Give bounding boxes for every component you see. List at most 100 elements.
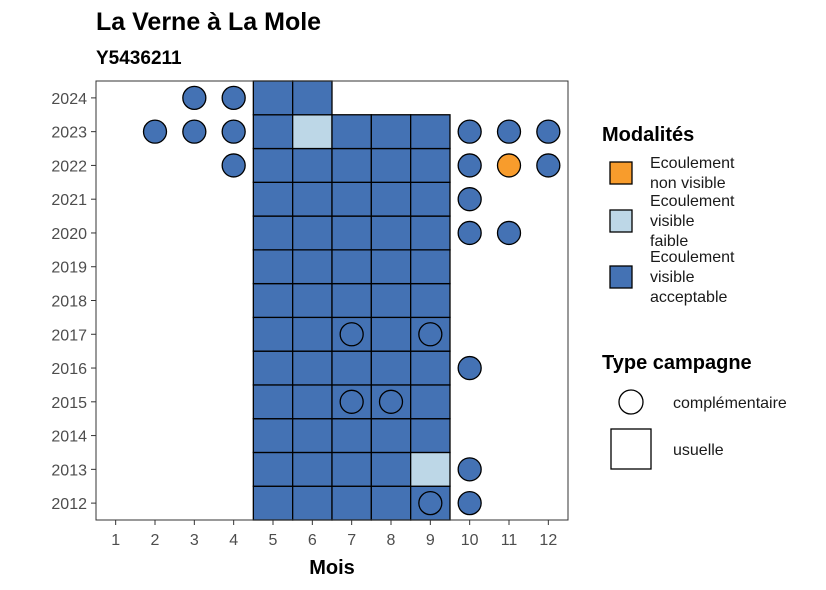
legend-swatch-acceptable: [609, 265, 633, 289]
usuelle-squares: [252, 80, 451, 521]
usuelle-square: [370, 451, 412, 487]
y-tick-label: 2016: [51, 361, 87, 378]
legend-label-acceptable: acceptable: [650, 289, 727, 306]
usuelle-square: [292, 215, 333, 251]
x-tick-label: 3: [190, 532, 199, 549]
y-tick-label: 2019: [51, 260, 87, 277]
complementaire-circle: [457, 490, 482, 516]
legend-label-acceptable: Ecoulement: [650, 249, 735, 266]
complementaire-circle: [378, 389, 404, 414]
usuelle-square: [252, 249, 294, 285]
y-tick-label: 2023: [51, 125, 87, 142]
usuelle-square: [252, 350, 294, 386]
legend-type-campagne: Type campagne complémentaire usuelle: [602, 352, 787, 470]
complementaire-circle: [182, 119, 207, 144]
y-tick-label: 2015: [51, 395, 87, 412]
usuelle-square: [252, 147, 294, 183]
usuelle-square: [410, 282, 451, 319]
x-tick-label: 9: [426, 532, 435, 549]
complementaire-circles: [142, 85, 561, 516]
legend-label-faible: visible: [650, 213, 695, 230]
complementaire-circle: [142, 119, 168, 144]
legend-label-non_visible: non visible: [650, 175, 726, 192]
usuelle-square: [331, 282, 372, 319]
usuelle-square: [252, 215, 294, 251]
complementaire-circle: [457, 220, 482, 246]
usuelle-square: [252, 282, 294, 319]
usuelle-square: [370, 249, 412, 285]
usuelle-square: [252, 80, 294, 116]
chart-subtitle: Y5436211: [96, 48, 182, 69]
legend-label-acceptable: visible: [650, 269, 695, 286]
usuelle-square: [331, 147, 372, 183]
usuelle-square: [370, 316, 412, 352]
usuelle-square: [252, 384, 294, 420]
usuelle-square: [292, 147, 333, 183]
legend-modalites-title: Modalités: [602, 124, 694, 146]
usuelle-square: [370, 282, 412, 319]
x-tick-label: 8: [387, 532, 396, 549]
complementaire-circle: [457, 119, 482, 144]
complementaire-circle: [536, 153, 561, 178]
usuelle-square: [292, 181, 333, 217]
complementaire-circle: [496, 220, 522, 246]
y-tick-label: 2012: [51, 496, 87, 513]
y-tick-label: 2020: [51, 226, 87, 243]
usuelle-square: [410, 215, 451, 251]
usuelle-square: [410, 114, 451, 150]
usuelle-square: [252, 316, 294, 352]
y-tick-label: 2024: [51, 91, 87, 108]
complementaire-circle: [496, 153, 522, 178]
complementaire-circle: [418, 490, 443, 516]
complementaire-circle: [418, 322, 443, 347]
legend-label-usuelle: usuelle: [673, 442, 724, 459]
complementaire-circle: [221, 153, 246, 178]
x-tick-label: 4: [229, 532, 238, 549]
usuelle-square: [370, 114, 412, 150]
usuelle-square: [331, 249, 372, 285]
complementaire-circle: [221, 85, 246, 111]
complementaire-circle: [496, 119, 522, 144]
complementaire-circle: [457, 153, 482, 178]
legend-label-complementaire: complémentaire: [673, 395, 787, 412]
usuelle-square: [292, 316, 333, 352]
complementaire-circle: [339, 389, 364, 414]
usuelle-square: [252, 451, 294, 487]
usuelle-square: [410, 418, 451, 454]
usuelle-square: [331, 485, 372, 521]
y-tick-label: 2021: [51, 192, 87, 209]
usuelle-square: [370, 215, 412, 251]
usuelle-square: [252, 418, 294, 454]
complementaire-circle: [182, 85, 207, 111]
legend-type-campagne-title: Type campagne: [602, 352, 752, 374]
y-tick-label: 2018: [51, 294, 87, 311]
usuelle-square: [331, 181, 372, 217]
x-tick-label: 2: [151, 532, 160, 549]
usuelle-square: [331, 350, 372, 386]
usuelle-square: [292, 249, 333, 285]
usuelle-square: [331, 215, 372, 251]
x-axis-title: Mois: [309, 557, 355, 579]
plot-area: [95, 80, 569, 521]
usuelle-square: [292, 451, 333, 487]
x-tick-label: 7: [347, 532, 356, 549]
x-tick-label: 1: [111, 532, 120, 549]
legend-swatch-non_visible: [609, 161, 633, 185]
usuelle-square: [252, 181, 294, 217]
usuelle-square: [292, 418, 333, 454]
y-tick-label: 2017: [51, 327, 87, 344]
usuelle-square: [410, 451, 451, 487]
usuelle-square: [410, 181, 451, 217]
complementaire-circle: [457, 457, 482, 482]
usuelle-square: [370, 147, 412, 183]
complementaire-circle: [457, 187, 482, 212]
chart-title: La Verne à La Mole: [96, 8, 321, 36]
complementaire-circle: [536, 119, 561, 144]
legend-circle-icon: [618, 389, 644, 415]
usuelle-square: [331, 418, 372, 454]
usuelle-square: [292, 80, 333, 116]
usuelle-square: [331, 451, 372, 487]
x-axis: 1 2 3 4 5 6 7 8 9 10 11 12: [111, 520, 557, 549]
